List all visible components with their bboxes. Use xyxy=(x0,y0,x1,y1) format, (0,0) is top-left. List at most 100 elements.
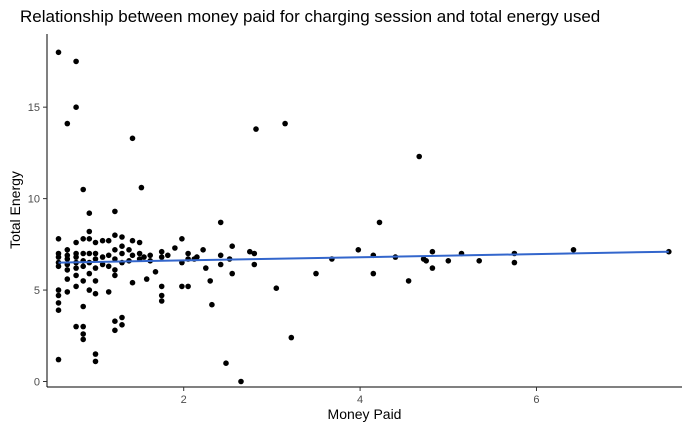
data-point-74 xyxy=(119,234,125,240)
data-point-14 xyxy=(55,263,62,270)
data-point-51 xyxy=(92,239,99,246)
x-axis-title: Money Paid xyxy=(328,406,402,422)
data-point-58 xyxy=(92,358,99,365)
data-point-107 xyxy=(194,254,200,260)
data-point-18 xyxy=(55,307,62,314)
data-point-40 xyxy=(80,303,86,310)
y-axis-ticks: 0 5 10 15 xyxy=(28,102,47,389)
data-point-42 xyxy=(80,331,86,337)
data-point-8 xyxy=(80,186,86,193)
data-point-60 xyxy=(99,254,106,260)
data-point-99 xyxy=(172,245,178,251)
data-point-68 xyxy=(112,247,118,253)
data-point-22 xyxy=(64,256,71,262)
chart-title: Relationship between money paid for char… xyxy=(20,7,600,26)
data-point-65 xyxy=(105,289,112,295)
data-point-98 xyxy=(165,252,171,259)
data-point-105 xyxy=(185,283,191,290)
data-point-17 xyxy=(55,300,62,306)
data-point-20 xyxy=(64,247,71,253)
data-point-110 xyxy=(207,278,213,284)
data-point-5 xyxy=(253,126,259,132)
data-point-31 xyxy=(73,265,79,271)
data-point-33 xyxy=(73,283,79,290)
data-point-79 xyxy=(119,322,125,328)
data-point-136 xyxy=(429,248,436,255)
data-point-76 xyxy=(119,250,125,257)
data-point-66 xyxy=(112,208,118,215)
data-point-80 xyxy=(126,247,132,253)
y-tick-label-3: 15 xyxy=(28,102,40,114)
data-point-83 xyxy=(129,252,136,259)
data-point-109 xyxy=(203,265,209,271)
data-point-54 xyxy=(92,265,99,271)
x-tick-label-0: 2 xyxy=(181,394,187,406)
trend-line xyxy=(58,250,669,264)
data-point-49 xyxy=(86,270,93,277)
data-point-50 xyxy=(86,287,93,293)
data-point-132 xyxy=(405,278,412,284)
data-point-9 xyxy=(138,184,145,191)
plot-area xyxy=(55,49,672,385)
data-point-19 xyxy=(55,356,62,363)
data-point-70 xyxy=(112,267,118,273)
data-point-118 xyxy=(229,270,235,277)
data-point-45 xyxy=(86,228,93,235)
data-point-102 xyxy=(179,283,185,290)
data-point-119 xyxy=(238,378,244,385)
data-point-135 xyxy=(429,265,436,271)
x-axis-ticks: 2 4 6 xyxy=(181,387,540,406)
data-point-134 xyxy=(423,258,430,264)
data-point-94 xyxy=(158,254,165,260)
data-point-29 xyxy=(73,254,79,260)
data-point-108 xyxy=(200,247,206,253)
data-point-85 xyxy=(136,239,143,246)
data-point-111 xyxy=(209,301,215,308)
data-point-64 xyxy=(105,263,112,270)
data-point-59 xyxy=(99,237,106,244)
data-point-32 xyxy=(73,272,79,279)
data-point-38 xyxy=(80,263,86,270)
data-point-122 xyxy=(251,261,258,268)
y-tick-label-0: 0 xyxy=(34,377,40,389)
data-point-41 xyxy=(80,323,86,330)
y-axis-title: Total Energy xyxy=(7,171,23,249)
data-point-117 xyxy=(229,243,235,249)
data-point-124 xyxy=(288,334,295,341)
data-point-90 xyxy=(147,252,153,259)
data-point-89 xyxy=(143,276,150,282)
data-point-16 xyxy=(55,292,62,299)
y-tick-label-1: 5 xyxy=(34,285,40,297)
data-point-137 xyxy=(445,258,452,264)
data-point-139 xyxy=(476,258,483,264)
data-point-53 xyxy=(92,256,99,262)
data-point-7 xyxy=(416,153,423,160)
data-point-27 xyxy=(73,239,79,246)
data-point-142 xyxy=(570,247,577,253)
data-point-2 xyxy=(73,104,79,110)
data-point-12 xyxy=(55,254,62,260)
data-point-78 xyxy=(119,314,125,321)
data-point-63 xyxy=(105,252,112,259)
data-point-73 xyxy=(112,327,118,334)
data-point-62 xyxy=(105,237,112,244)
data-point-4 xyxy=(129,135,136,142)
data-point-44 xyxy=(86,210,93,216)
data-point-88 xyxy=(141,254,147,260)
data-point-103 xyxy=(185,250,191,257)
data-point-71 xyxy=(112,272,118,279)
data-point-130 xyxy=(376,219,383,226)
data-point-100 xyxy=(179,236,185,242)
data-point-36 xyxy=(80,250,86,257)
data-point-34 xyxy=(73,323,79,330)
data-point-6 xyxy=(282,120,288,127)
data-point-123 xyxy=(273,285,280,292)
data-point-56 xyxy=(92,290,99,297)
data-point-24 xyxy=(64,267,71,273)
data-point-125 xyxy=(313,270,319,277)
data-point-72 xyxy=(112,318,118,325)
data-point-46 xyxy=(86,236,93,242)
data-point-129 xyxy=(370,270,377,277)
